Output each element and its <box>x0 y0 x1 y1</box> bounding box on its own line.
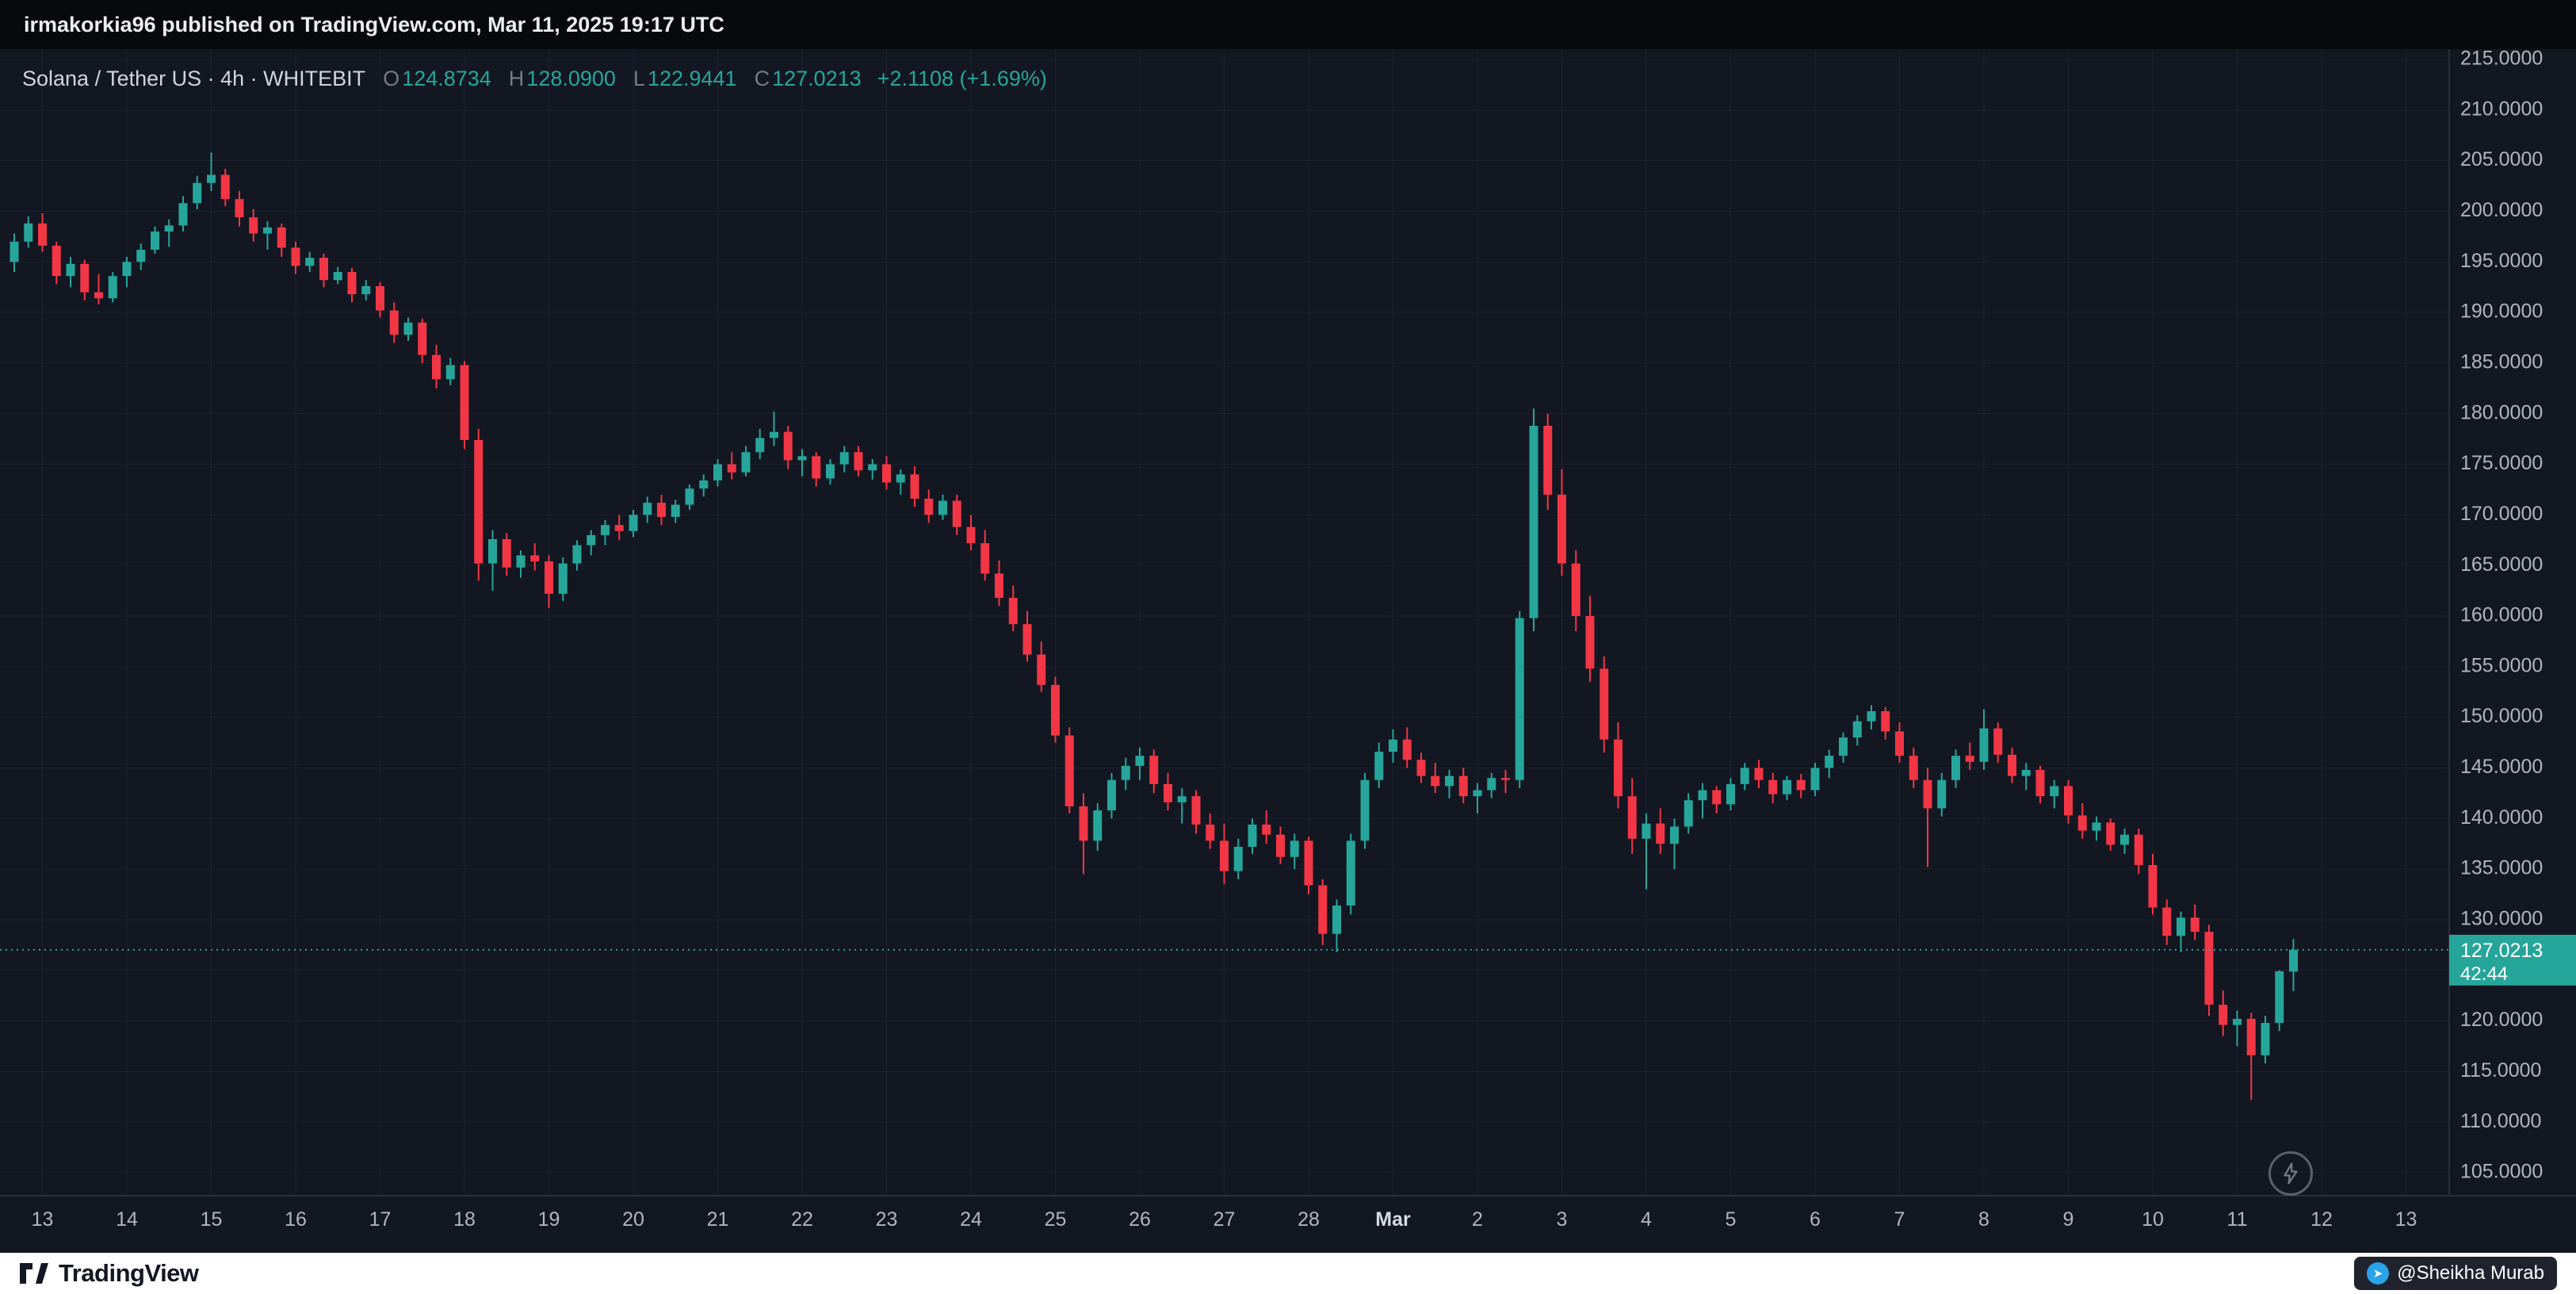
svg-text:14: 14 <box>116 1208 138 1231</box>
symbol-title[interactable]: Solana / Tether US · 4h · WHITEBIT <box>22 67 366 90</box>
chart-area[interactable]: Solana / Tether US · 4h · WHITEBIT O 124… <box>0 49 2576 1253</box>
svg-text:180.0000: 180.0000 <box>2460 401 2543 423</box>
svg-text:210.0000: 210.0000 <box>2460 98 2543 120</box>
high-label: H <box>508 67 525 90</box>
svg-text:130.0000: 130.0000 <box>2460 908 2543 930</box>
low-value: 122.9441 <box>647 67 737 90</box>
svg-text:175.0000: 175.0000 <box>2460 452 2543 474</box>
paper-plane-icon: ➤ <box>2367 1262 2390 1284</box>
svg-text:190.0000: 190.0000 <box>2460 301 2543 323</box>
svg-text:24: 24 <box>960 1208 982 1231</box>
symbol-header[interactable]: Solana / Tether US · 4h · WHITEBIT O 124… <box>22 67 1047 91</box>
close-value: 127.0213 <box>772 67 862 90</box>
svg-text:105.0000: 105.0000 <box>2460 1161 2543 1183</box>
watermark-badge: ➤ @Sheikha Murab <box>2354 1257 2557 1290</box>
svg-text:170.0000: 170.0000 <box>2460 503 2543 525</box>
svg-text:11: 11 <box>2227 1208 2248 1231</box>
svg-text:6: 6 <box>1810 1208 1821 1231</box>
svg-text:Mar: Mar <box>1375 1208 1411 1231</box>
svg-text:160.0000: 160.0000 <box>2460 604 2543 626</box>
svg-text:135.0000: 135.0000 <box>2460 857 2543 879</box>
svg-text:5: 5 <box>1726 1208 1737 1231</box>
change-value: +2.1108 (+1.69%) <box>877 67 1047 90</box>
svg-text:22: 22 <box>791 1208 813 1231</box>
low-label: L <box>633 67 645 90</box>
svg-text:19: 19 <box>538 1208 560 1231</box>
svg-text:13: 13 <box>2395 1208 2417 1231</box>
lightning-bolt-icon <box>2284 1162 2298 1185</box>
svg-text:110.0000: 110.0000 <box>2460 1110 2541 1132</box>
svg-text:10: 10 <box>2142 1208 2164 1231</box>
publish-text: irmakorkia96 published on TradingView.co… <box>24 12 724 36</box>
svg-text:20: 20 <box>622 1208 644 1231</box>
open-label: O <box>383 67 400 90</box>
svg-text:25: 25 <box>1045 1208 1067 1231</box>
publish-bar: irmakorkia96 published on TradingView.co… <box>0 0 2576 49</box>
svg-text:7: 7 <box>1894 1208 1905 1231</box>
brand-text: TradingView <box>59 1259 199 1287</box>
tradingview-brand[interactable]: TradingView <box>19 1259 199 1288</box>
svg-text:12: 12 <box>2310 1208 2333 1231</box>
svg-text:155.0000: 155.0000 <box>2460 654 2543 676</box>
svg-text:115.0000: 115.0000 <box>2460 1059 2541 1082</box>
svg-text:185.0000: 185.0000 <box>2460 351 2543 373</box>
svg-text:18: 18 <box>453 1208 476 1231</box>
svg-text:205.0000: 205.0000 <box>2460 148 2543 170</box>
quick-action-button[interactable] <box>2268 1151 2313 1196</box>
svg-text:215.0000: 215.0000 <box>2460 49 2543 70</box>
watermark-text: @Sheikha Murab <box>2397 1262 2544 1284</box>
bottom-bar: TradingView ➤ @Sheikha Murab <box>0 1253 2576 1294</box>
svg-text:165.0000: 165.0000 <box>2460 553 2543 576</box>
svg-text:145.0000: 145.0000 <box>2460 756 2543 778</box>
svg-text:2: 2 <box>1472 1208 1483 1231</box>
svg-text:3: 3 <box>1557 1208 1568 1231</box>
svg-text:21: 21 <box>707 1208 729 1231</box>
svg-text:200.0000: 200.0000 <box>2460 199 2543 221</box>
candlestick-chart[interactable]: 215.0000 210.0000 205.0000 200.0000 195.0000… <box>0 49 2576 1253</box>
open-value: 124.8734 <box>402 67 491 90</box>
svg-text:27: 27 <box>1213 1208 1236 1231</box>
svg-text:127.0213: 127.0213 <box>2460 940 2543 962</box>
grid <box>0 49 2449 1196</box>
candlestick-series[interactable] <box>10 152 2299 1101</box>
price-axis[interactable]: 215.0000 210.0000 205.0000 200.0000 195.0000… <box>2460 49 2543 1183</box>
svg-text:120.0000: 120.0000 <box>2460 1009 2543 1031</box>
svg-text:4: 4 <box>1641 1208 1652 1231</box>
time-axis[interactable]: 13 14 15 16 17 18 19 20 21 22 23 24 25 26 27 28 Mar 2 3 4 5 6… <box>32 1208 2417 1231</box>
svg-text:17: 17 <box>369 1208 392 1231</box>
tradingview-logo-icon <box>20 1263 48 1284</box>
svg-text:140.0000: 140.0000 <box>2460 806 2543 829</box>
close-label: C <box>754 67 770 90</box>
svg-text:9: 9 <box>2063 1208 2074 1231</box>
svg-text:13: 13 <box>32 1208 54 1231</box>
svg-text:26: 26 <box>1129 1208 1151 1231</box>
svg-text:16: 16 <box>285 1208 307 1231</box>
svg-text:28: 28 <box>1298 1208 1320 1231</box>
svg-text:150.0000: 150.0000 <box>2460 705 2543 727</box>
svg-text:8: 8 <box>1978 1208 1989 1231</box>
svg-text:42:44: 42:44 <box>2460 963 2508 985</box>
high-value: 128.0900 <box>526 67 616 90</box>
svg-text:195.0000: 195.0000 <box>2460 250 2543 272</box>
svg-text:15: 15 <box>201 1208 223 1231</box>
svg-text:23: 23 <box>876 1208 898 1231</box>
